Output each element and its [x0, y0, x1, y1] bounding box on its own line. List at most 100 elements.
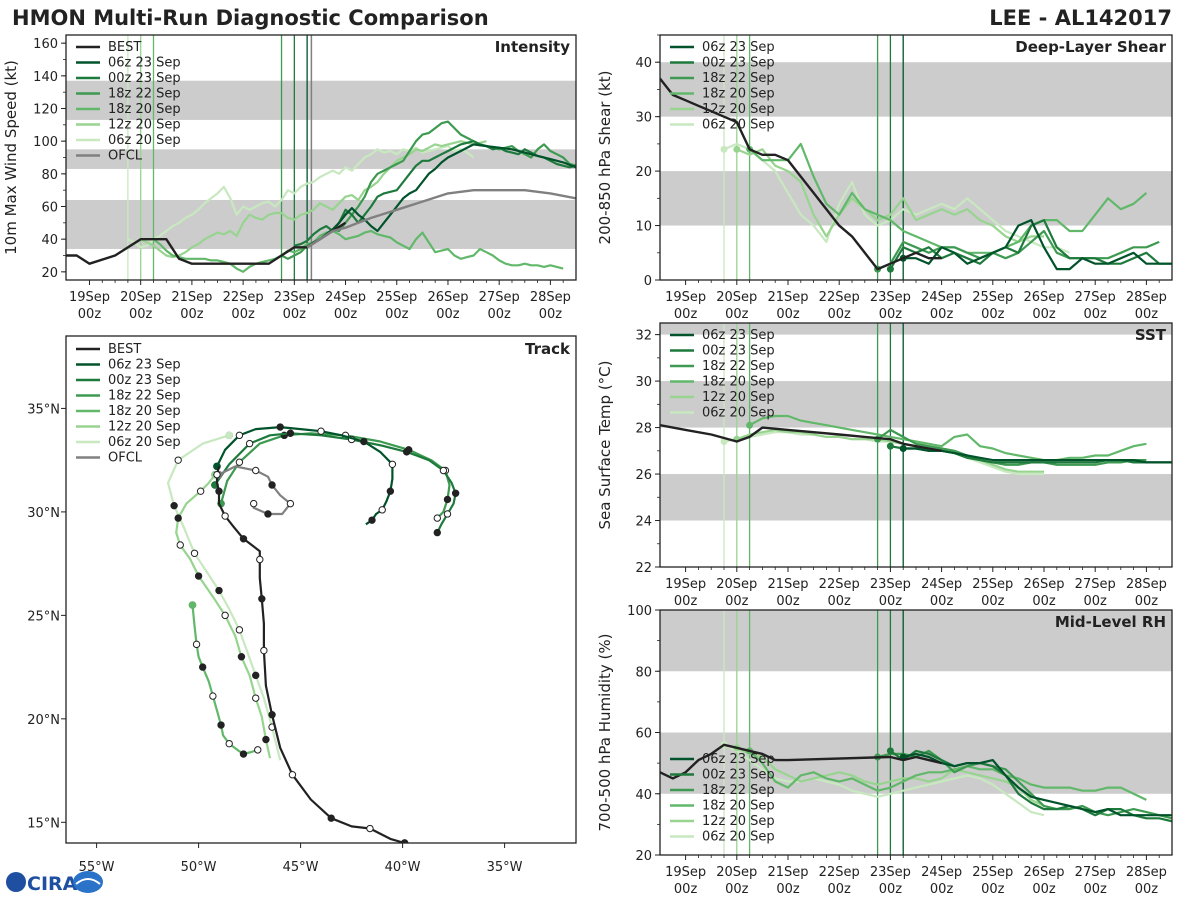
- legend-label: 06z 23 Sep: [108, 358, 181, 373]
- x-tick-hour: 00z: [78, 307, 102, 322]
- legend-label: OFCL: [108, 451, 143, 466]
- y-tick-label: 160: [33, 37, 58, 52]
- track-point: [209, 692, 217, 700]
- x-tick-day: 20Sep: [120, 290, 161, 305]
- track-point: [256, 555, 264, 564]
- track-point: [221, 512, 229, 520]
- track-point: [198, 663, 207, 671]
- x-tick-hour: 00z: [385, 307, 409, 322]
- y-tick-label: 35°N: [27, 402, 60, 417]
- track-point: [288, 771, 297, 779]
- plot-area: [660, 35, 1172, 280]
- y-tick-label: 24: [635, 515, 652, 530]
- x-tick-day: 25Sep: [972, 577, 1013, 592]
- x-tick-day: 20Sep: [716, 865, 757, 880]
- panel-sst: 22 24 26 28 30 32 19Sep 00z 20Sep 00z 21Sep 00z 22Se…: [596, 322, 1173, 609]
- legend-label: 06z 20 Sep: [702, 830, 775, 845]
- track-point: [378, 506, 386, 514]
- legend-label: 06z 23 Sep: [702, 40, 775, 55]
- track-point: [221, 611, 229, 620]
- y-axis-label: Sea Surface Temp (°C): [596, 360, 614, 529]
- legend-label: 12z 20 Sep: [702, 390, 775, 405]
- legend-label: 18z 20 Sep: [702, 87, 775, 102]
- band: [660, 610, 1172, 672]
- series-line-06z-20-sep: [723, 431, 1044, 476]
- x-tick-hour: 00z: [930, 307, 954, 322]
- series-line-best: [660, 77, 942, 271]
- x-tick-day: 21Sep: [767, 865, 808, 880]
- series-line-best: [660, 743, 942, 780]
- x-tick-day: 23Sep: [274, 290, 315, 305]
- x-tick-day: 22Sep: [819, 290, 860, 305]
- panel-title: SST: [1135, 326, 1167, 344]
- x-tick-hour: 00z: [930, 594, 954, 609]
- x-tick-hour: 00z: [231, 307, 255, 322]
- y-axis-label: 10m Max Wind Speed (kt): [2, 60, 20, 255]
- track-point: [239, 535, 248, 543]
- band: [660, 732, 1172, 794]
- series-line-12z-20-sep: [736, 746, 1045, 807]
- legend-label: BEST: [108, 40, 141, 55]
- legend-label: 12z 20 Sep: [108, 420, 181, 435]
- x-tick-hour: 00z: [1084, 307, 1108, 322]
- panel-title: Intensity: [495, 38, 571, 56]
- x-tick-day: 26Sep: [1023, 865, 1064, 880]
- legend-label: 18z 22 Sep: [702, 359, 775, 374]
- x-tick-hour: 00z: [1135, 594, 1159, 609]
- track-point: [433, 514, 441, 522]
- x-tick-day: 21Sep: [767, 290, 808, 305]
- legend-label: 00z 23 Sep: [108, 71, 181, 86]
- legend-label: 06z 20 Sep: [702, 406, 775, 421]
- x-tick-label: 50°W: [181, 860, 217, 875]
- x-tick-day: 27Sep: [479, 290, 520, 305]
- x-tick-hour: 00z: [674, 307, 698, 322]
- track-point: [286, 499, 295, 508]
- x-tick-hour: 00z: [129, 307, 153, 322]
- y-tick-label: 30: [635, 111, 652, 126]
- x-tick-day: 27Sep: [1075, 577, 1116, 592]
- y-tick-label: 20: [41, 266, 58, 281]
- track-point: [366, 824, 374, 833]
- track-line-best: [215, 466, 405, 843]
- band: [660, 323, 1172, 335]
- x-tick-day: 23Sep: [870, 290, 911, 305]
- track-point: [235, 458, 244, 466]
- y-tick-label: 40: [635, 788, 652, 803]
- x-tick-label: 40°W: [385, 860, 421, 875]
- band: [660, 171, 1172, 226]
- band: [66, 80, 576, 120]
- series-line-18z-20-sep: [749, 414, 1147, 462]
- track-point: [327, 814, 335, 822]
- track-point: [237, 653, 246, 661]
- legend-label: 00z 23 Sep: [702, 56, 775, 71]
- track-point: [196, 487, 205, 495]
- x-tick-hour: 00z: [1135, 307, 1159, 322]
- series-line-06z-23-sep: [306, 143, 576, 249]
- x-tick-day: 28Sep: [530, 290, 571, 305]
- series-line-00z-23-sep: [889, 749, 1172, 823]
- series-line-06z-23-sep: [903, 447, 1172, 464]
- y-tick-label: 25°N: [27, 609, 60, 624]
- track-line-00z-23-sep: [213, 432, 457, 534]
- x-tick-hour: 00z: [776, 594, 800, 609]
- series-line-06z-20-sep: [723, 743, 1045, 817]
- legend-label: 18z 22 Sep: [108, 389, 181, 404]
- panel-track: 15°N20°N25°N30°N35°N55°W 50°W 45°W 40°W 35°W…: [27, 335, 577, 875]
- track-point: [235, 626, 244, 634]
- y-tick-label: 22: [635, 561, 652, 576]
- x-tick-label: 45°W: [283, 860, 319, 875]
- x-tick-hour: 00z: [828, 307, 852, 322]
- x-tick-hour: 00z: [828, 594, 852, 609]
- series-line-12z-20-sep: [736, 148, 1044, 243]
- y-tick-label: 20: [635, 165, 652, 180]
- x-tick-hour: 00z: [283, 307, 307, 322]
- band: [66, 199, 576, 249]
- track-point: [254, 746, 262, 754]
- y-tick-label: 80: [635, 665, 652, 680]
- series-line-06z-20-sep: [723, 142, 1071, 254]
- y-tick-label: 80: [41, 168, 58, 183]
- y-tick-label: 140: [33, 70, 58, 85]
- track-point: [262, 735, 270, 744]
